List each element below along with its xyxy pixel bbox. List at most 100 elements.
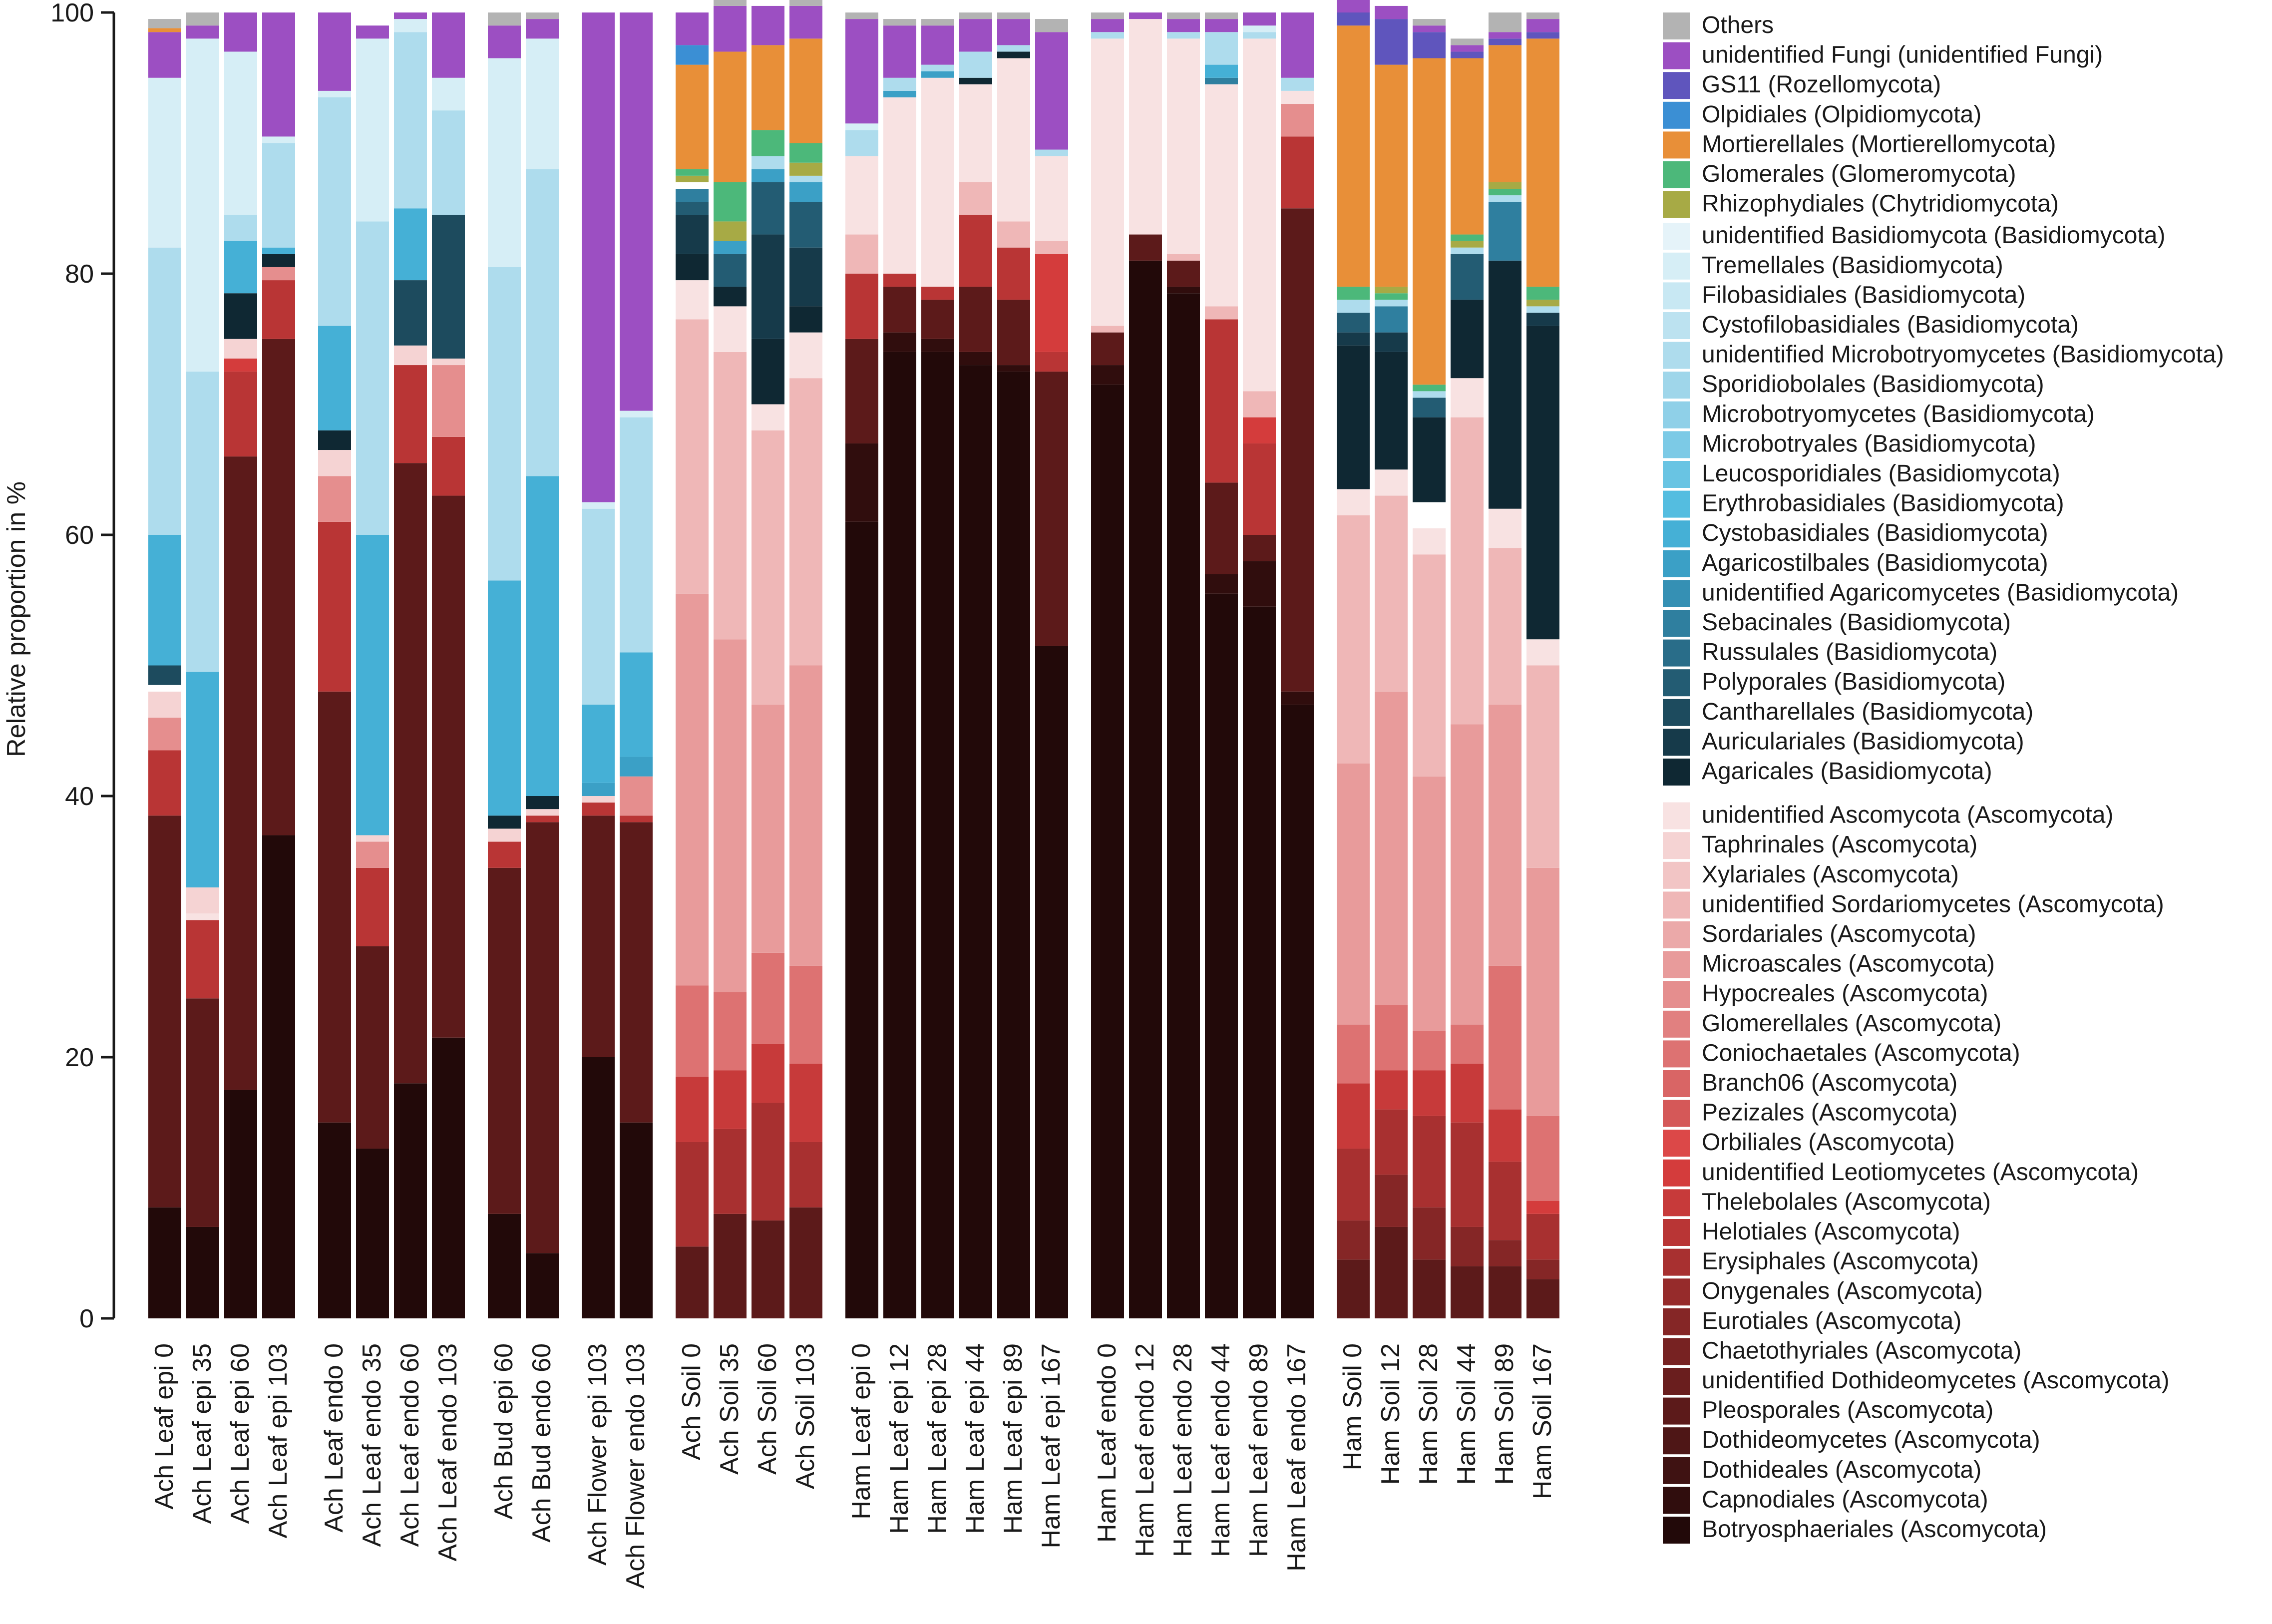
bar-segment (1489, 189, 1521, 196)
legend-swatch (1663, 342, 1690, 369)
legend-swatch (1663, 759, 1690, 786)
bar-segment (1413, 1207, 1446, 1260)
legend-label: Capnodiales (Ascomycota) (1702, 1486, 1988, 1513)
bar-segment (1375, 1005, 1408, 1071)
x-tick-label: Ach Leaf endo 35 (358, 1343, 386, 1547)
bar-segment (1526, 32, 1559, 39)
bar-segment (1413, 1070, 1446, 1116)
bar-segment (714, 182, 747, 222)
legend-label: Others (1702, 12, 1774, 38)
legend-label: unidentified Agaricomycetes (Basidiomyco… (1702, 579, 2179, 606)
bar-segment (318, 1122, 351, 1318)
legend-swatch (1663, 1368, 1690, 1395)
bar-segment (1243, 391, 1276, 417)
bar-segment (1489, 195, 1521, 202)
bar-segment (582, 796, 615, 803)
legend-swatch (1663, 1248, 1690, 1276)
bar-segment (1526, 306, 1559, 313)
bar-segment (997, 221, 1030, 248)
legend-label: Auriculariales (Basidiomycota) (1702, 728, 2024, 755)
bar-segment (1489, 260, 1521, 509)
bar-segment (620, 822, 653, 1123)
bar-segment (789, 965, 822, 1064)
bar-segment (432, 495, 465, 1038)
bar-segment (1129, 19, 1162, 235)
bar-segment (676, 1077, 709, 1142)
legend-label: Polyporales (Basidiomycota) (1702, 669, 2005, 695)
legend-item: Microascales (Ascomycota) (1663, 951, 1995, 978)
bar-segment (789, 1142, 822, 1208)
bar-segment (1337, 515, 1370, 764)
bar-segment (1451, 45, 1484, 52)
legend-swatch (1663, 729, 1690, 756)
bar-segment (1375, 1226, 1408, 1318)
legend-item: Botryosphaeriales (Ascomycota) (1663, 1516, 2047, 1544)
legend-swatch (1663, 101, 1690, 129)
bar-segment (1413, 502, 1446, 528)
bar-segment (488, 25, 521, 58)
legend-label: Erysiphales (Ascomycota) (1702, 1248, 1979, 1275)
legend-swatch (1663, 312, 1690, 339)
bar-segment (959, 77, 992, 84)
bar-segment (714, 221, 747, 241)
bar-segment (432, 436, 465, 496)
bar-segment (997, 300, 1030, 366)
bar-segment (1489, 1109, 1521, 1162)
legend-label: Taphrinales (Ascomycota) (1702, 831, 1977, 858)
y-tick-label: 40 (65, 782, 94, 811)
legend-label: Olpidiales (Olpidiomycota) (1702, 101, 1981, 128)
bar-segment (997, 45, 1030, 52)
legend-item: Mortierellales (Mortierellomycota) (1663, 131, 2056, 159)
bar-segment (148, 19, 181, 28)
bar-segment (921, 71, 954, 78)
bar-segment (1281, 77, 1314, 91)
legend-label: Sebacinales (Basidiomycota) (1702, 609, 2011, 636)
bar-stack (186, 12, 219, 1318)
bar-segment (1526, 19, 1559, 32)
legend-item: Russulales (Basidiomycota) (1663, 639, 1997, 667)
bar-segment (676, 1246, 709, 1318)
bar-segment (1413, 776, 1446, 1031)
bar-segment (1167, 293, 1200, 1318)
bar-segment (752, 45, 784, 130)
bar-segment (432, 12, 465, 78)
x-tick-label: Ach Leaf epi 0 (150, 1343, 179, 1509)
legend-item: unidentified Basidiomycota (Basidiomycot… (1663, 222, 2165, 250)
bar-segment (1526, 639, 1559, 666)
legend-item: Eurotiales (Ascomycota) (1663, 1308, 1961, 1335)
legend-swatch (1663, 639, 1690, 667)
y-tick-label: 80 (65, 260, 94, 289)
bar-segment (1526, 1214, 1559, 1260)
bar-segment (1167, 287, 1200, 294)
bar-segment (356, 867, 389, 946)
bar-segment (676, 280, 709, 320)
bar-segment (997, 58, 1030, 222)
bar-segment (1091, 38, 1124, 326)
y-tick-label: 60 (65, 521, 94, 550)
bar-segment (1526, 1259, 1559, 1279)
bar-segment (582, 12, 615, 502)
bar-segment (488, 580, 521, 816)
legend-item: Cystobasidiales (Basidiomycota) (1663, 520, 2048, 548)
bar-segment (1281, 704, 1314, 1318)
legend-swatch (1663, 223, 1690, 250)
legend-label: Xylariales (Ascomycota) (1702, 861, 1959, 888)
legend-swatch (1663, 1040, 1690, 1068)
bar-segment (1451, 417, 1484, 725)
bar-segment (676, 985, 709, 1077)
y-tick-label: 100 (50, 0, 94, 27)
bar-segment (1489, 182, 1521, 189)
bar-segment (1205, 77, 1238, 84)
bar-segment (845, 339, 878, 443)
bar-segment (1243, 25, 1276, 32)
legend-swatch (1663, 42, 1690, 69)
bar-segment (394, 365, 427, 463)
bar-segment (676, 319, 709, 594)
bar-segment (789, 306, 822, 333)
bar-segment (1035, 254, 1068, 352)
x-tick-label: Ham Soil 44 (1452, 1343, 1481, 1485)
bar-segment (620, 12, 653, 411)
legend-swatch (1663, 1219, 1690, 1246)
bar-stack (262, 12, 295, 1318)
bar-segment (1243, 606, 1276, 1318)
